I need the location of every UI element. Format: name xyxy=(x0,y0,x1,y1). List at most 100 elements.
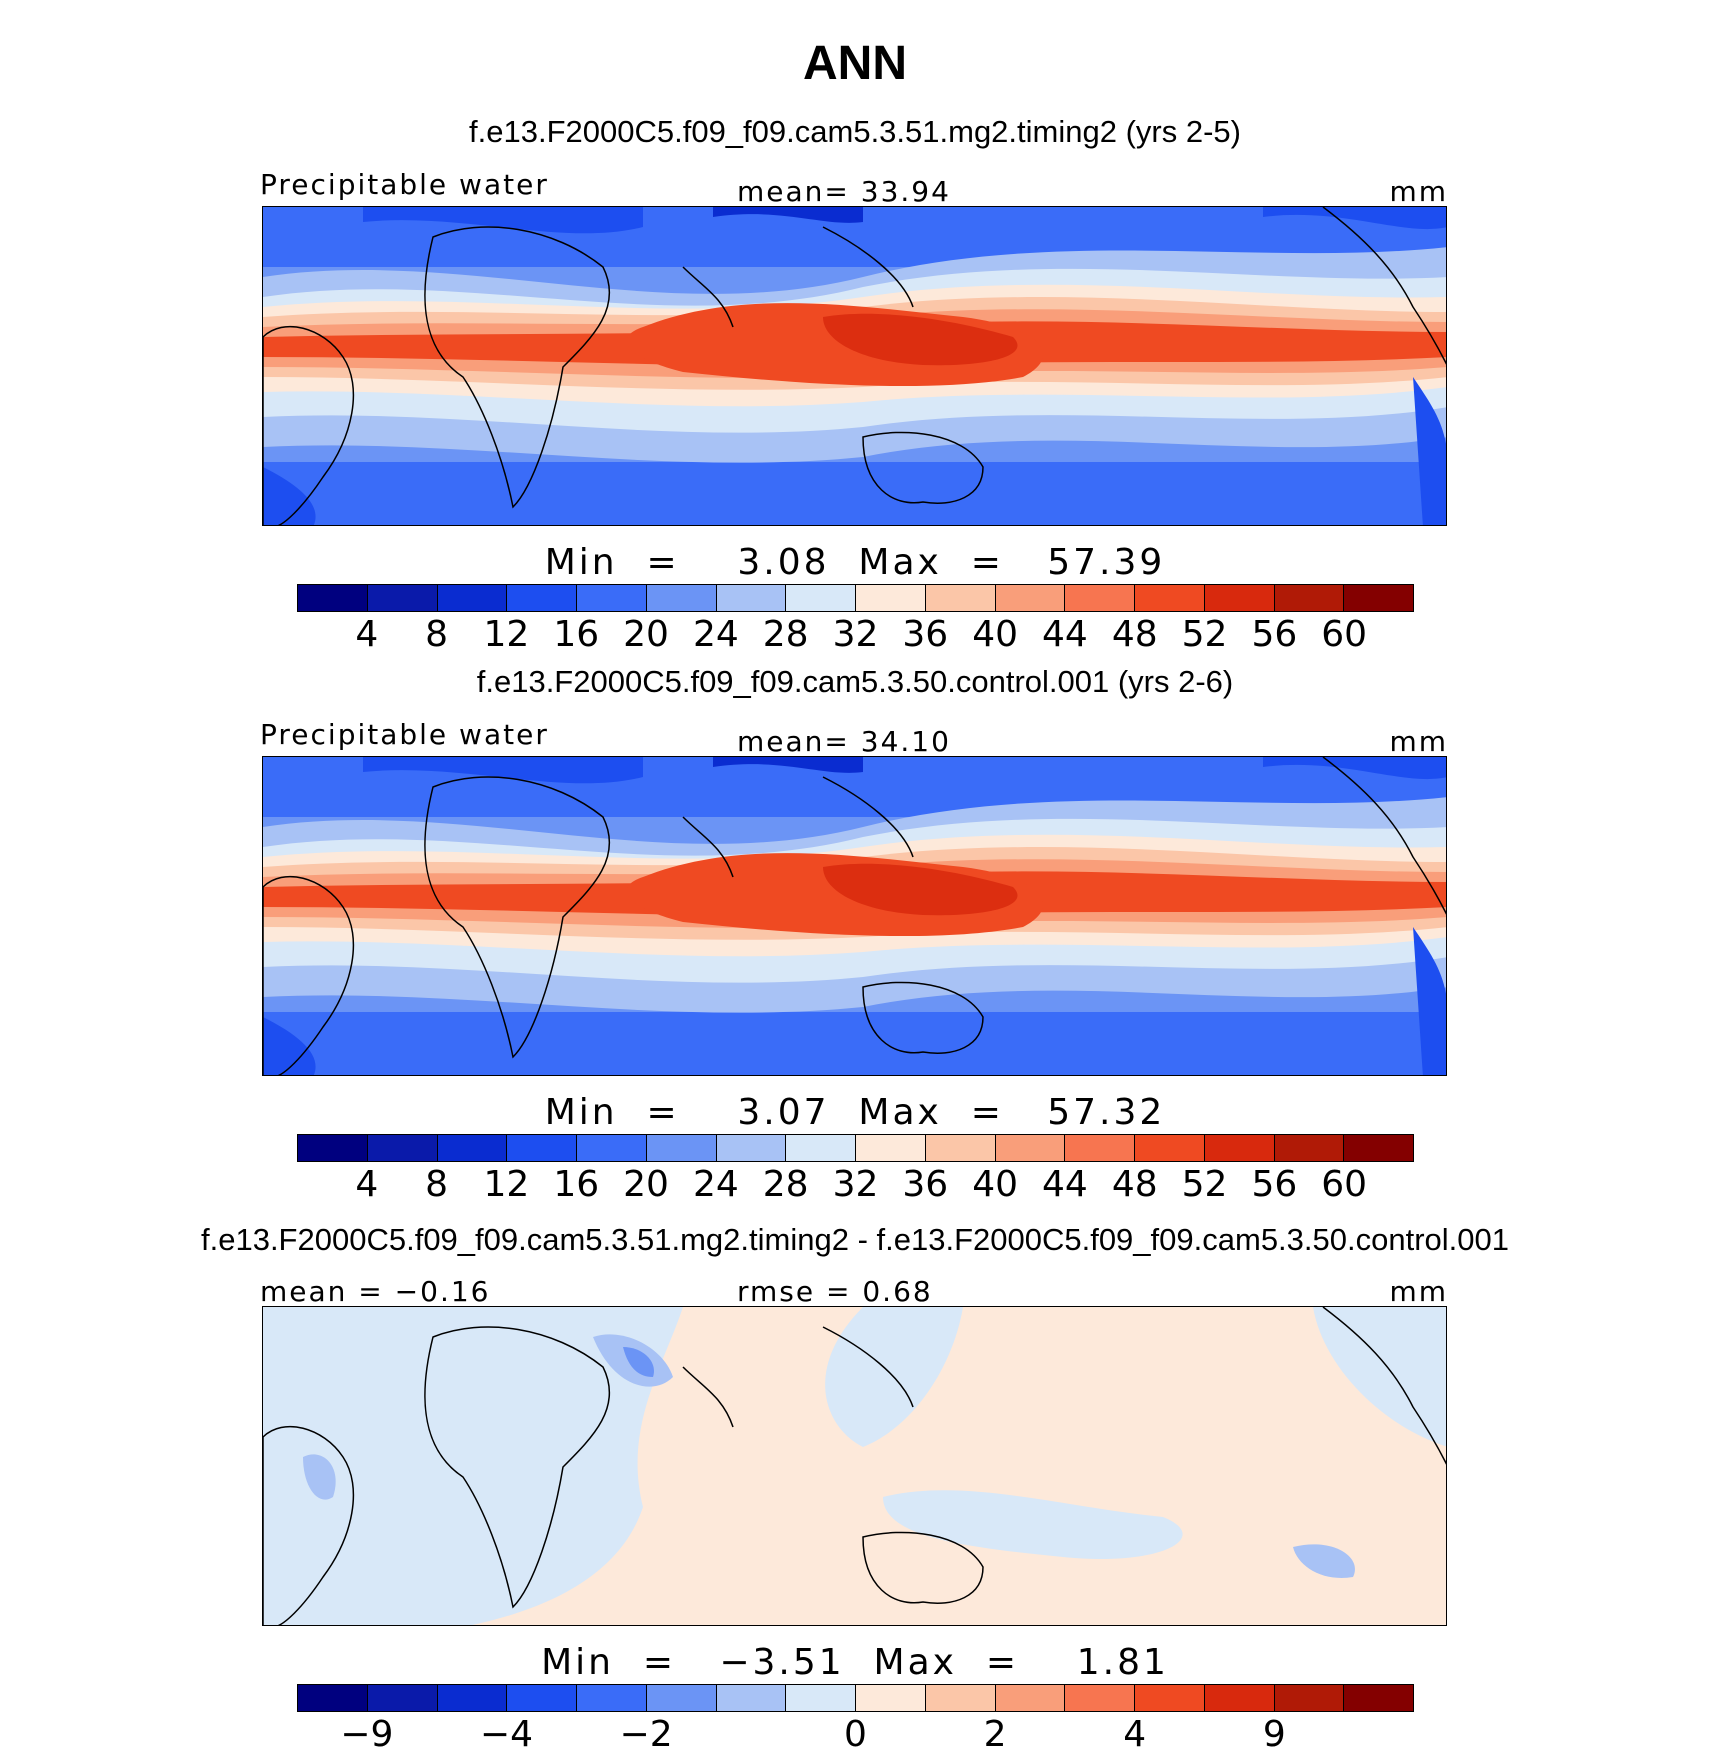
panel3-unit-label: mm xyxy=(1389,1275,1448,1308)
panel1-colorbar-tick-label: 52 xyxy=(1181,614,1228,655)
panel1-colorbar-tick-label: 56 xyxy=(1251,614,1298,655)
panel3-colorbar-segment xyxy=(1065,1685,1135,1711)
panel2-colorbar-tick-label: 56 xyxy=(1251,1164,1298,1205)
panel1-minmax: Min = 3.08 Max = 57.39 xyxy=(544,542,1166,583)
panel3-colorbar-segment xyxy=(437,1685,508,1711)
panel1-colorbar-segment xyxy=(437,585,508,611)
panel1-colorbar-segment xyxy=(1274,585,1345,611)
panel2-variable-label: Precipitable water xyxy=(260,718,549,751)
panel2-colorbar-segment xyxy=(507,1135,577,1161)
panel1-colorbar-segment xyxy=(646,585,717,611)
panel3-colorbar-tick-label: −2 xyxy=(619,1714,673,1755)
panel1-colorbar-segment xyxy=(1065,585,1135,611)
panel1-colorbar-segment xyxy=(1204,585,1275,611)
panel2-colorbar-tick-label: 12 xyxy=(483,1164,530,1205)
panel2-colorbar-segment xyxy=(1204,1135,1275,1161)
panel1-unit-label: mm xyxy=(1389,175,1448,208)
panel2-colorbar-segment xyxy=(577,1135,647,1161)
panel2-colorbar-segment xyxy=(995,1135,1066,1161)
panel1-colorbar-tick-label: 20 xyxy=(623,614,669,655)
panel1-colorbar-tick-label: 44 xyxy=(1042,614,1088,655)
panel2-colorbar-tick-label: 60 xyxy=(1321,1164,1368,1205)
panel2-colorbar-tick-label: 32 xyxy=(832,1164,879,1205)
panel3-colorbar-segment xyxy=(1204,1685,1275,1711)
panel3-colorbar-segment xyxy=(856,1685,926,1711)
panel1-colorbar-segment xyxy=(1344,585,1413,611)
panel3-colorbar-segment xyxy=(646,1685,717,1711)
panel3-colorbar-ticks: −9 −4 −2 0 2 4 9 xyxy=(297,1714,1414,1756)
panel3-colorbar-tick-label: −4 xyxy=(479,1714,533,1755)
panel3-difference-plot xyxy=(263,1307,1446,1625)
panel2-colorbar-segment xyxy=(367,1135,438,1161)
panel2-colorbar-segment xyxy=(716,1135,787,1161)
panel1-colorbar-segment xyxy=(995,585,1066,611)
panel3-colorbar-segment xyxy=(1135,1685,1205,1711)
panel1-variable-label: Precipitable water xyxy=(260,168,549,201)
panel2-colorbar-segment xyxy=(786,1135,856,1161)
panel1-colorbar-tick-label: 36 xyxy=(902,614,949,655)
panel2-mean-label: mean= 34.10 xyxy=(737,725,951,758)
panel3-run-title: f.e13.F2000C5.f09_f09.cam5.3.51.mg2.timi… xyxy=(201,1222,1509,1257)
panel3-colorbar-segment xyxy=(577,1685,647,1711)
panel1-colorbar-segment xyxy=(367,585,438,611)
panel3-colorbar-segment xyxy=(1344,1685,1413,1711)
panel1-colorbar-tick-label: 28 xyxy=(762,614,809,655)
panel1-mean-label: mean= 33.94 xyxy=(737,175,951,208)
panel2-unit-label: mm xyxy=(1389,725,1448,758)
panel2-colorbar-tick-label: 4 xyxy=(355,1164,379,1205)
panel3-map xyxy=(262,1306,1447,1626)
panel1-colorbar-segment xyxy=(507,585,577,611)
panel1-colorbar-tick-label: 12 xyxy=(483,614,530,655)
panel1-colorbar-tick-label: 4 xyxy=(355,614,379,655)
panel1-colorbar-segment xyxy=(577,585,647,611)
panel3-colorbar-segment xyxy=(716,1685,787,1711)
panel2-colorbar-segment xyxy=(925,1135,996,1161)
panel2-colorbar-tick-label: 24 xyxy=(692,1164,739,1205)
panel3-colorbar-segment xyxy=(367,1685,438,1711)
panel1-colorbar-tick-label: 16 xyxy=(553,614,600,655)
panel3-colorbar-tick-label: 0 xyxy=(844,1714,867,1755)
panel2-colorbar-tick-label: 16 xyxy=(553,1164,600,1205)
panel3-colorbar-tick-label: −9 xyxy=(340,1714,394,1755)
panel2-colorbar-ticks: 4 8 12 16 20 24 28 32 36 40 44 48 52 56 60 xyxy=(297,1164,1414,1206)
panel2-colorbar-segment xyxy=(1135,1135,1205,1161)
panel3-colorbar xyxy=(297,1684,1414,1712)
panel1-colorbar-tick-label: 24 xyxy=(692,614,739,655)
panel3-colorbar-segment xyxy=(786,1685,856,1711)
panel2-colorbar-segment xyxy=(1065,1135,1135,1161)
panel1-colorbar-tick-label: 60 xyxy=(1321,614,1368,655)
panel3-colorbar-segment xyxy=(298,1685,368,1711)
panel2-colorbar-segment xyxy=(856,1135,926,1161)
panel3-rmse-label: rmse = 0.68 xyxy=(737,1275,933,1308)
panel3-colorbar-tick-label: 9 xyxy=(1262,1714,1286,1755)
panel2-colorbar-tick-label: 8 xyxy=(425,1164,449,1205)
panel2-minmax: Min = 3.07 Max = 57.32 xyxy=(544,1092,1166,1133)
panel2-colorbar-tick-label: 48 xyxy=(1111,1164,1158,1205)
panel1-run-title: f.e13.F2000C5.f09_f09.cam5.3.51.mg2.timi… xyxy=(469,114,1241,149)
panel2-colorbar-tick-label: 44 xyxy=(1042,1164,1088,1205)
panel2-colorbar-segment xyxy=(437,1135,508,1161)
panel1-field-plot xyxy=(263,207,1446,525)
panel1-colorbar-segment xyxy=(786,585,856,611)
panel1-colorbar-ticks: 4 8 12 16 20 24 28 32 36 40 44 48 52 56 60 xyxy=(297,614,1414,656)
panel1-colorbar-tick-label: 48 xyxy=(1111,614,1158,655)
panel2-colorbar-segment xyxy=(298,1135,368,1161)
panel2-field-plot xyxy=(263,757,1446,1075)
panel3-colorbar-segment xyxy=(507,1685,577,1711)
panel1-colorbar-tick-label: 8 xyxy=(425,614,449,655)
panel3-colorbar-tick-label: 4 xyxy=(1123,1714,1147,1755)
panel1-colorbar-tick-label: 40 xyxy=(972,614,1019,655)
panel3-minmax: Min = −3.51 Max = 1.81 xyxy=(541,1642,1169,1683)
panel1-map xyxy=(262,206,1447,526)
figure-title: ANN xyxy=(803,37,907,90)
panel2-colorbar-segment xyxy=(646,1135,717,1161)
panel3-colorbar-segment xyxy=(1274,1685,1345,1711)
panel2-colorbar-tick-label: 20 xyxy=(623,1164,669,1205)
panel1-colorbar-segment xyxy=(1135,585,1205,611)
panel2-colorbar-tick-label: 52 xyxy=(1181,1164,1228,1205)
panel3-mean-label: mean = −0.16 xyxy=(260,1275,491,1308)
panel2-map xyxy=(262,756,1447,1076)
panel2-run-title: f.e13.F2000C5.f09_f09.cam5.3.50.control.… xyxy=(476,664,1234,699)
panel2-colorbar-segment xyxy=(1274,1135,1345,1161)
panel2-colorbar-tick-label: 28 xyxy=(762,1164,809,1205)
